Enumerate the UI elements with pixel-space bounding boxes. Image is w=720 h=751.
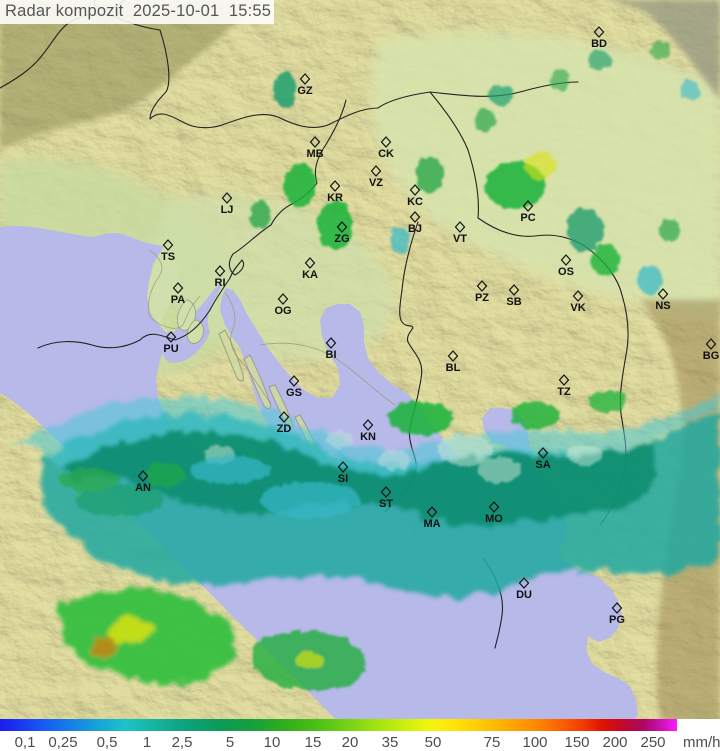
svg-text:GZ: GZ	[297, 85, 313, 97]
svg-text:PC: PC	[520, 212, 535, 224]
svg-text:SA: SA	[535, 459, 550, 471]
svg-text:TZ: TZ	[557, 386, 571, 398]
svg-text:OS: OS	[558, 266, 574, 278]
svg-text:BL: BL	[446, 362, 461, 374]
svg-text:ST: ST	[379, 498, 393, 510]
svg-text:KR: KR	[327, 192, 343, 204]
svg-text:AN: AN	[135, 482, 151, 494]
svg-text:PU: PU	[163, 343, 178, 355]
svg-text:KN: KN	[360, 431, 376, 443]
svg-text:CK: CK	[378, 148, 394, 160]
svg-text:PA: PA	[171, 294, 186, 306]
svg-text:TS: TS	[161, 251, 175, 263]
svg-text:GS: GS	[286, 387, 302, 399]
svg-text:KC: KC	[407, 196, 423, 208]
svg-text:BJ: BJ	[408, 223, 422, 235]
svg-text:MO: MO	[485, 513, 503, 525]
svg-text:LJ: LJ	[221, 204, 234, 216]
svg-text:ZG: ZG	[334, 233, 349, 245]
svg-text:DU: DU	[516, 589, 532, 601]
svg-text:PZ: PZ	[475, 292, 489, 304]
svg-text:RI: RI	[215, 277, 226, 289]
svg-text:OG: OG	[274, 305, 291, 317]
svg-text:BD: BD	[591, 38, 607, 50]
svg-text:BG: BG	[703, 350, 720, 362]
svg-text:VT: VT	[453, 233, 467, 245]
svg-text:SI: SI	[338, 473, 348, 485]
svg-text:VZ: VZ	[369, 177, 383, 189]
svg-text:BI: BI	[326, 349, 337, 361]
svg-text:SB: SB	[506, 296, 521, 308]
svg-text:NS: NS	[655, 300, 670, 312]
svg-text:VK: VK	[570, 302, 585, 314]
svg-text:ZD: ZD	[277, 423, 292, 435]
svg-text:KA: KA	[302, 269, 318, 281]
svg-text:PG: PG	[609, 614, 625, 626]
svg-text:MB: MB	[306, 148, 323, 160]
svg-text:MA: MA	[423, 518, 440, 530]
